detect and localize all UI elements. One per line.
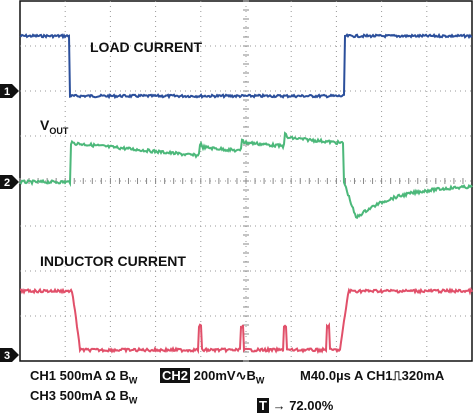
text: 320mA: [401, 368, 445, 383]
channel-marker: 2: [0, 175, 19, 189]
text: T: [257, 398, 269, 413]
text: W: [128, 375, 138, 386]
marker-label: 1: [4, 86, 10, 98]
text: W: [255, 375, 265, 386]
text: B: [246, 368, 256, 383]
ch3-setting: CH3 500mA Ω BW: [30, 388, 137, 406]
text: W: [128, 395, 138, 406]
text: CH3 500mA Ω: [30, 388, 116, 403]
text: CH2: [160, 368, 191, 383]
text: B: [119, 368, 129, 383]
text: 200mV: [193, 368, 236, 383]
timebase-setting: M40.0µs A CH1⎍320mA: [300, 368, 444, 384]
channel-marker: 1: [0, 84, 19, 98]
trace-label: VOUT: [40, 117, 69, 136]
text: CH1 500mA Ω: [30, 368, 116, 383]
waveforms: [19, 32, 473, 355]
marker-label: 3: [4, 350, 10, 362]
scope-screen: LOAD CURRENT VOUT INDUCTOR CURRENT 1 2 3: [0, 0, 473, 362]
trace-label: LOAD CURRENT: [90, 39, 202, 55]
label-sub: OUT: [49, 126, 69, 136]
waveform: [19, 131, 473, 220]
text: ∿: [235, 368, 247, 383]
waveform: [19, 286, 473, 355]
text: ⎍: [392, 368, 402, 383]
trigger-position: T → 72.00%: [257, 398, 333, 413]
text: B: [119, 388, 129, 403]
ch1-setting: CH1 500mA Ω BW: [30, 368, 137, 386]
marker-label: 2: [4, 177, 10, 189]
text: → 72.00%: [272, 398, 334, 413]
ch2-setting: CH2 200mV∿BW: [160, 368, 264, 386]
channel-marker: 3: [0, 348, 19, 362]
waveform: [19, 32, 473, 100]
trace-label: INDUCTOR CURRENT: [40, 253, 186, 269]
text: M40.0µs A CH1: [300, 368, 393, 383]
label-main: V: [40, 117, 50, 133]
